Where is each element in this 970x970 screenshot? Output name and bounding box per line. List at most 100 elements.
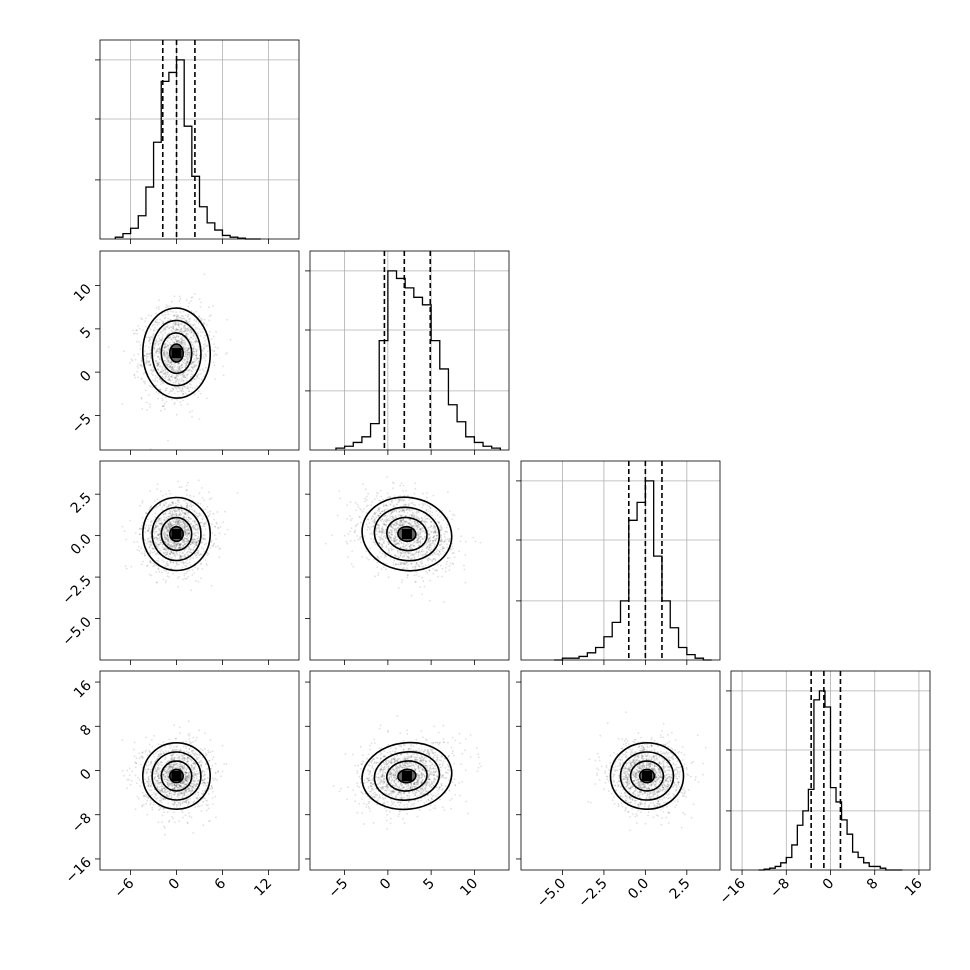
- scatter-point: [178, 794, 181, 797]
- scatter-point: [185, 364, 188, 367]
- scatter-point: [366, 526, 369, 528]
- scatter-point: [189, 386, 192, 389]
- scatter-point: [163, 352, 166, 355]
- scatter-point: [359, 538, 361, 540]
- scatter-point: [431, 514, 433, 517]
- scatter-point: [401, 524, 403, 527]
- scatter-point: [177, 783, 180, 785]
- scatter-point: [169, 527, 172, 530]
- scatter-point: [416, 539, 419, 541]
- scatter-point: [170, 513, 173, 516]
- scatter-point: [192, 524, 195, 527]
- scatter-point: [166, 535, 169, 538]
- scatter-point: [151, 551, 154, 554]
- scatter-point: [184, 355, 187, 358]
- scatter-point: [141, 751, 144, 754]
- scatter-point: [193, 319, 196, 322]
- scatter-point: [391, 511, 393, 514]
- scatter-point: [155, 526, 157, 529]
- scatter-point: [211, 539, 213, 542]
- scatter-point: [203, 322, 205, 325]
- scatter-point: [389, 496, 391, 499]
- scatter-point: [379, 551, 381, 554]
- scatter-point: [399, 546, 402, 549]
- scatter-point: [157, 392, 160, 395]
- scatter-point: [429, 546, 431, 549]
- scatter-point: [394, 509, 396, 512]
- scatter-point: [172, 524, 174, 526]
- scatter-point: [188, 382, 191, 385]
- scatter-point: [198, 315, 201, 317]
- scatter-point: [399, 525, 402, 527]
- scatter-point: [207, 820, 210, 823]
- scatter-point: [185, 768, 188, 771]
- scatter-point: [166, 529, 169, 532]
- scatter-point: [152, 530, 155, 532]
- scatter-point: [170, 525, 173, 527]
- scatter-point: [163, 347, 166, 350]
- scatter-point: [153, 536, 156, 539]
- scatter-point: [156, 368, 159, 371]
- scatter-point: [206, 767, 208, 770]
- scatter-point: [195, 552, 198, 554]
- scatter-point: [158, 786, 161, 788]
- scatter-point: [183, 530, 186, 533]
- scatter-point: [153, 564, 156, 567]
- scatter-point: [194, 544, 197, 546]
- scatter-point: [382, 503, 385, 506]
- scatter-point: [213, 350, 215, 353]
- scatter-point: [155, 545, 158, 548]
- scatter-point: [183, 385, 185, 388]
- scatter-point: [176, 543, 178, 546]
- scatter-point: [212, 543, 215, 546]
- scatter-point: [415, 542, 418, 544]
- scatter-point: [170, 361, 173, 363]
- scatter-point: [195, 541, 198, 544]
- scatter-point: [178, 365, 181, 368]
- scatter-point: [195, 354, 198, 357]
- scatter-point: [175, 785, 178, 788]
- scatter-point: [155, 525, 158, 528]
- scatter-point: [184, 757, 186, 759]
- scatter-point: [170, 541, 172, 544]
- scatter-point: [188, 548, 190, 550]
- scatter-point: [403, 551, 406, 554]
- scatter-point: [158, 570, 161, 573]
- scatter-point: [172, 325, 175, 328]
- scatter-point: [395, 539, 398, 542]
- scatter-point: [426, 517, 428, 520]
- scatter-point: [134, 532, 137, 534]
- scatter-point: [163, 528, 166, 531]
- scatter-point: [385, 536, 387, 539]
- scatter-point: [178, 555, 181, 558]
- scatter-point: [167, 523, 170, 526]
- scatter-point: [424, 552, 427, 555]
- scatter-point: [451, 518, 453, 521]
- scatter-point: [381, 531, 384, 534]
- scatter-point: [426, 541, 429, 544]
- scatter-point: [416, 521, 418, 524]
- scatter-point: [176, 522, 178, 525]
- scatter-point: [407, 552, 410, 555]
- scatter-point: [187, 353, 190, 356]
- scatter-point: [449, 537, 451, 540]
- scatter-point: [172, 757, 175, 760]
- scatter-point: [157, 342, 160, 345]
- scatter-point: [408, 545, 411, 548]
- scatter-point: [184, 511, 186, 514]
- scatter-point: [201, 328, 204, 330]
- scatter-point: [166, 353, 169, 356]
- scatter-point: [416, 510, 418, 513]
- scatter-point: [429, 536, 432, 539]
- scatter-point: [398, 540, 401, 543]
- scatter-point: [410, 509, 413, 511]
- scatter-point: [167, 523, 169, 526]
- scatter-point: [179, 804, 182, 807]
- scatter-point: [174, 338, 177, 341]
- scatter-point: [202, 547, 205, 550]
- scatter-point: [153, 777, 156, 780]
- scatter-point: [417, 537, 420, 540]
- scatter-point: [159, 388, 162, 391]
- scatter-point: [178, 547, 180, 549]
- scatter-point: [175, 316, 178, 318]
